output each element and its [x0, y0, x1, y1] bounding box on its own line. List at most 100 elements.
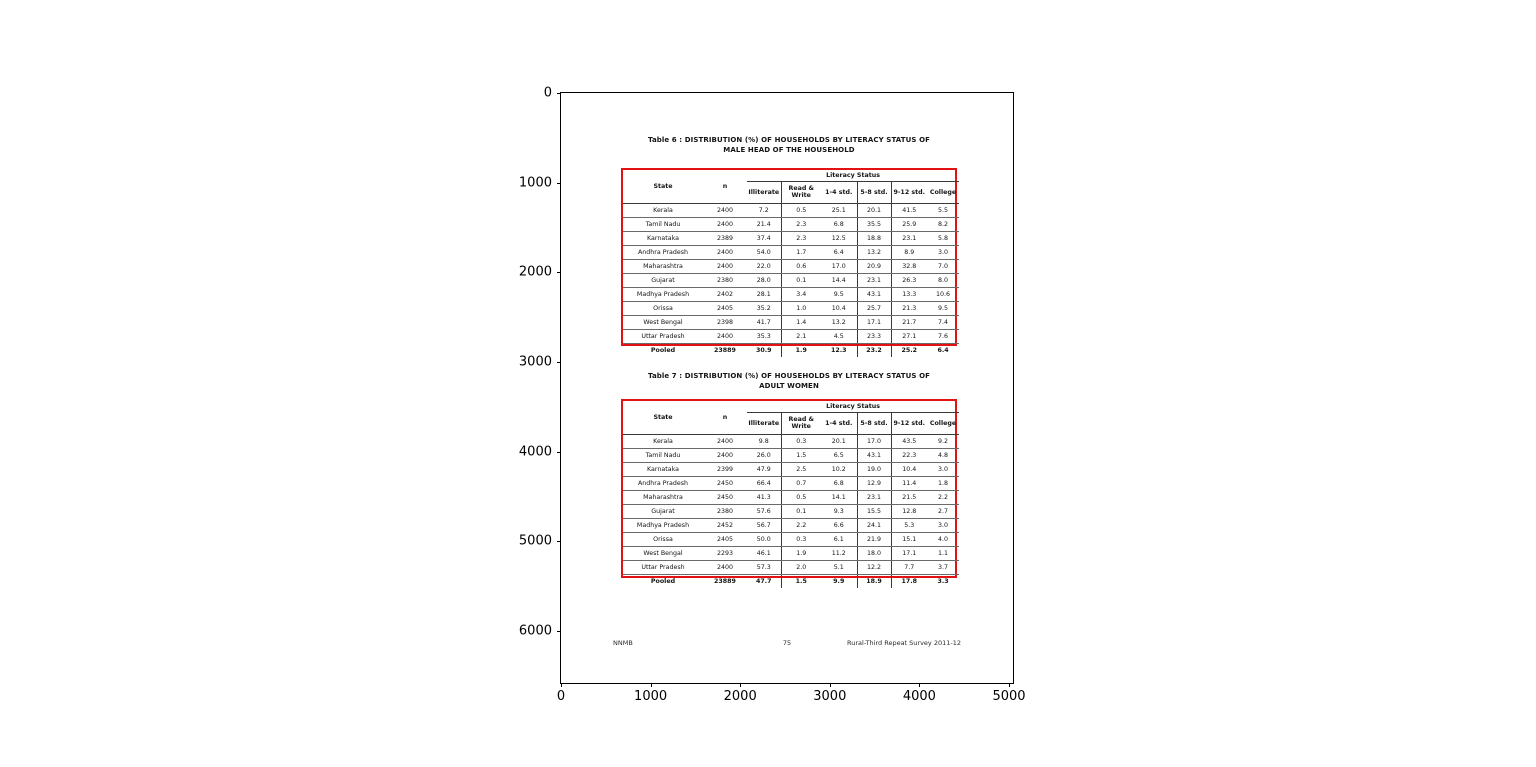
value-cell: 56.7 [747, 518, 782, 533]
value-cell: 8.0 [927, 273, 960, 288]
table-7-adult-women-literacy: State n Literacy Status Illiterate Read & Wr… [623, 401, 960, 588]
value-cell: 15.1 [891, 532, 927, 547]
table-row: Kerala 2400 9.8 0.3 20.1 17.0 43.5 9.2 [623, 434, 960, 449]
value-cell: 10.4 [891, 462, 927, 477]
y-tick-label: 3000 [518, 354, 552, 370]
x-tick-label: 0 [556, 689, 566, 704]
table-row: Gujarat 2380 57.6 0.1 9.3 15.5 12.8 2.7 [623, 504, 960, 519]
n-cell: 2450 [703, 476, 747, 491]
state-cell: Maharashtra [623, 490, 703, 505]
value-cell: 0.5 [781, 490, 821, 505]
n-column-header: n [703, 170, 747, 204]
y-tick-label: 0 [543, 85, 552, 101]
y-tick-label: 4000 [518, 444, 552, 460]
n-cell: 2405 [703, 532, 747, 547]
x-tick-mark [1009, 683, 1010, 687]
value-cell: 41.3 [747, 490, 782, 505]
value-cell: 0.7 [781, 476, 821, 491]
table-row: Kerala 2400 7.2 0.5 25.1 20.1 41.5 5.5 [623, 203, 960, 218]
value-cell: 0.3 [781, 434, 821, 449]
n-cell: 2400 [703, 259, 747, 274]
value-cell: 37.4 [747, 231, 782, 246]
n-cell: 2400 [703, 203, 747, 218]
value-cell: 3.3 [927, 573, 960, 588]
table6-title: Table 6 : DISTRIBUTION (%) OF HOUSEHOLDS… [621, 135, 957, 155]
state-cell: West Bengal [623, 546, 703, 561]
value-cell: 9.9 [821, 573, 858, 588]
value-cell: 5.5 [927, 203, 960, 218]
value-cell: 4.5 [821, 329, 858, 344]
value-cell: 66.4 [747, 476, 782, 491]
column-header: Read & Write [781, 181, 821, 204]
state-cell: Andhra Pradesh [623, 245, 703, 260]
n-cell: 2380 [703, 273, 747, 288]
value-cell: 25.2 [891, 342, 927, 357]
value-cell: 11.2 [821, 546, 858, 561]
value-cell: 24.1 [857, 518, 892, 533]
footer-survey: Rural-Third Repeat Survey 2011-12 [847, 639, 961, 647]
column-header: Illiterate [747, 181, 782, 204]
value-cell: 20.9 [857, 259, 892, 274]
state-cell: Pooled [623, 573, 703, 588]
n-cell: 2450 [703, 490, 747, 505]
n-cell: 2293 [703, 546, 747, 561]
value-cell: 7.6 [927, 329, 960, 344]
x-tick-mark [561, 683, 562, 687]
value-cell: 9.8 [747, 434, 782, 449]
state-cell: Gujarat [623, 504, 703, 519]
value-cell: 54.0 [747, 245, 782, 260]
n-cell: 2400 [703, 560, 747, 575]
value-cell: 22.0 [747, 259, 782, 274]
value-cell: 35.5 [857, 217, 892, 232]
x-tick-mark [650, 683, 652, 687]
value-cell: 20.1 [821, 434, 858, 449]
value-cell: 25.1 [821, 203, 858, 218]
table-row: Tamil Nadu 2400 21.4 2.3 6.8 35.5 25.9 8.2 [623, 217, 960, 232]
state-cell: West Bengal [623, 315, 703, 330]
n-cell: 2398 [703, 315, 747, 330]
value-cell: 26.0 [747, 448, 782, 463]
pooled-row: Pooled 23889 30.9 1.9 12.3 23.2 25.2 6.4 [623, 342, 960, 357]
value-cell: 17.8 [891, 573, 927, 588]
value-cell: 1.9 [781, 546, 821, 561]
value-cell: 6.8 [821, 476, 858, 491]
value-cell: 5.8 [927, 231, 960, 246]
value-cell: 18.0 [857, 546, 892, 561]
value-cell: 1.8 [927, 476, 960, 491]
value-cell: 21.7 [891, 315, 927, 330]
table-row: West Bengal 2398 41.7 1.4 13.2 17.1 21.7 7.4 [623, 315, 960, 330]
value-cell: 23.1 [857, 490, 892, 505]
state-cell: Karnataka [623, 462, 703, 477]
value-cell: 26.3 [891, 273, 927, 288]
value-cell: 6.4 [927, 342, 960, 357]
pooled-row: Pooled 23889 47.7 1.5 9.9 18.9 17.8 3.3 [623, 573, 960, 588]
value-cell: 43.1 [857, 448, 892, 463]
y-tick-mark [557, 451, 561, 453]
value-cell: 9.5 [821, 287, 858, 302]
state-cell: Orissa [623, 301, 703, 316]
value-cell: 21.4 [747, 217, 782, 232]
value-cell: 10.6 [927, 287, 960, 302]
n-cell: 2380 [703, 504, 747, 519]
y-tick-label: 5000 [518, 533, 552, 549]
table-row: West Bengal 2293 46.1 1.9 11.2 18.0 17.1 1.1 [623, 546, 960, 561]
table-row: Madhya Pradesh 2402 28.1 3.4 9.5 43.1 13.3 10.6 [623, 287, 960, 302]
value-cell: 12.5 [821, 231, 858, 246]
table6-title-line1: Table 6 : DISTRIBUTION (%) OF HOUSEHOLDS… [647, 136, 931, 144]
table-row: Tamil Nadu 2400 26.0 1.5 6.5 43.1 22.3 4.8 [623, 448, 960, 463]
value-cell: 21.9 [857, 532, 892, 547]
value-cell: 12.2 [857, 560, 892, 575]
value-cell: 0.6 [781, 259, 821, 274]
value-cell: 6.4 [821, 245, 858, 260]
value-cell: 20.1 [857, 203, 892, 218]
x-tick-mark [919, 683, 921, 687]
state-cell: Kerala [623, 203, 703, 218]
value-cell: 28.0 [747, 273, 782, 288]
value-cell: 6.5 [821, 448, 858, 463]
literacy-status-group-header: Literacy Status [747, 170, 960, 182]
value-cell: 28.1 [747, 287, 782, 302]
y-tick-mark [557, 272, 561, 274]
value-cell: 0.5 [781, 203, 821, 218]
literacy-status-group-header: Literacy Status [747, 401, 960, 413]
value-cell: 57.6 [747, 504, 782, 519]
